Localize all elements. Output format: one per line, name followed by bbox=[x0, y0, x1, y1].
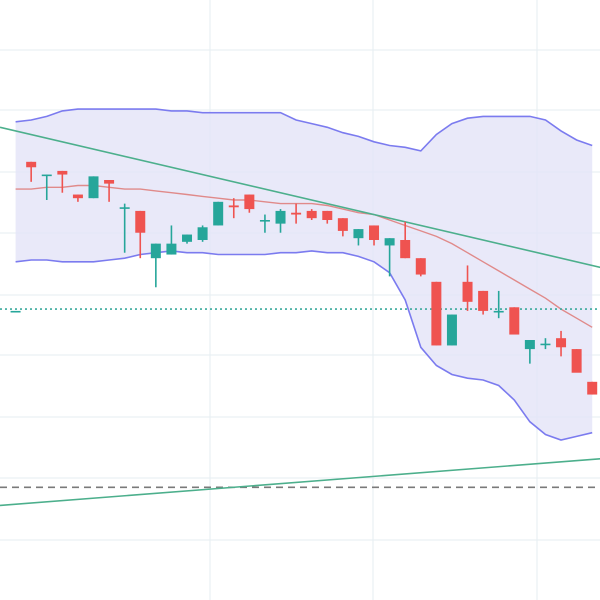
candle-body bbox=[72, 194, 83, 199]
candle-body bbox=[228, 205, 239, 208]
candle-body bbox=[337, 218, 348, 231]
candle-body bbox=[587, 381, 598, 395]
bollinger-lower-line bbox=[15, 250, 593, 441]
candle bbox=[462, 265, 473, 311]
candle-body bbox=[556, 338, 567, 348]
candle-body bbox=[182, 234, 193, 242]
candle bbox=[384, 238, 395, 277]
candle bbox=[26, 161, 37, 182]
candle bbox=[540, 338, 551, 350]
candle bbox=[41, 174, 52, 200]
candle-body bbox=[493, 310, 504, 313]
candle-body bbox=[244, 194, 255, 210]
candle bbox=[10, 310, 21, 313]
trend-line bbox=[0, 457, 600, 507]
trend-line bbox=[0, 126, 600, 269]
candle bbox=[431, 281, 442, 346]
candle bbox=[524, 340, 535, 364]
bollinger-middle-line bbox=[15, 184, 593, 328]
candle bbox=[244, 194, 255, 213]
candle-body bbox=[478, 290, 489, 311]
candle-body bbox=[540, 343, 551, 346]
candle-body bbox=[322, 210, 333, 220]
candle-body bbox=[197, 227, 208, 240]
candle-body bbox=[88, 176, 99, 199]
candle-body bbox=[291, 212, 302, 215]
bollinger-band bbox=[15, 108, 593, 441]
candle-body bbox=[57, 170, 68, 175]
candle bbox=[306, 209, 317, 220]
candle bbox=[197, 225, 208, 242]
candles bbox=[10, 161, 598, 395]
candle-body bbox=[431, 281, 442, 346]
candle-body bbox=[119, 207, 130, 209]
candle-body bbox=[446, 314, 457, 346]
candle-body bbox=[462, 281, 473, 302]
candle bbox=[57, 170, 68, 193]
candle-body bbox=[571, 349, 582, 373]
candle-body bbox=[41, 174, 52, 177]
candle bbox=[182, 234, 193, 244]
candle bbox=[213, 201, 224, 226]
candle-body bbox=[384, 238, 395, 246]
candle-body bbox=[353, 229, 364, 239]
candle bbox=[291, 203, 302, 224]
candle bbox=[119, 203, 130, 253]
candle-body bbox=[26, 161, 37, 168]
candle-body bbox=[509, 307, 520, 335]
candle bbox=[509, 307, 520, 335]
candle bbox=[88, 176, 99, 199]
candle-body bbox=[166, 243, 177, 255]
candle bbox=[415, 258, 426, 277]
candle bbox=[571, 349, 582, 373]
candle-body bbox=[259, 220, 270, 222]
candle-body bbox=[306, 210, 317, 219]
candle bbox=[259, 214, 270, 233]
candle bbox=[400, 221, 411, 259]
candle-body bbox=[104, 180, 115, 184]
candle-body bbox=[400, 240, 411, 259]
candle bbox=[72, 194, 83, 202]
candle bbox=[446, 314, 457, 346]
candle bbox=[135, 210, 146, 259]
candle bbox=[587, 381, 598, 395]
candle-body bbox=[150, 243, 161, 259]
candle bbox=[556, 330, 567, 357]
candle-body bbox=[10, 310, 21, 313]
candle-body bbox=[135, 210, 146, 233]
reference-lines bbox=[0, 126, 600, 507]
candle bbox=[478, 290, 489, 315]
candle-body bbox=[369, 225, 380, 240]
candle bbox=[353, 229, 364, 246]
bollinger-upper-line bbox=[15, 108, 593, 152]
candle-body bbox=[213, 201, 224, 226]
candle bbox=[337, 218, 348, 237]
candle bbox=[166, 225, 177, 255]
candle bbox=[104, 180, 115, 202]
candle bbox=[275, 209, 286, 233]
candle bbox=[493, 290, 504, 319]
candle bbox=[322, 210, 333, 224]
candle-body bbox=[524, 340, 535, 350]
candle-body bbox=[415, 258, 426, 275]
candle-body bbox=[275, 210, 286, 224]
candle bbox=[150, 243, 161, 288]
candle bbox=[369, 225, 380, 246]
candle bbox=[228, 198, 239, 219]
